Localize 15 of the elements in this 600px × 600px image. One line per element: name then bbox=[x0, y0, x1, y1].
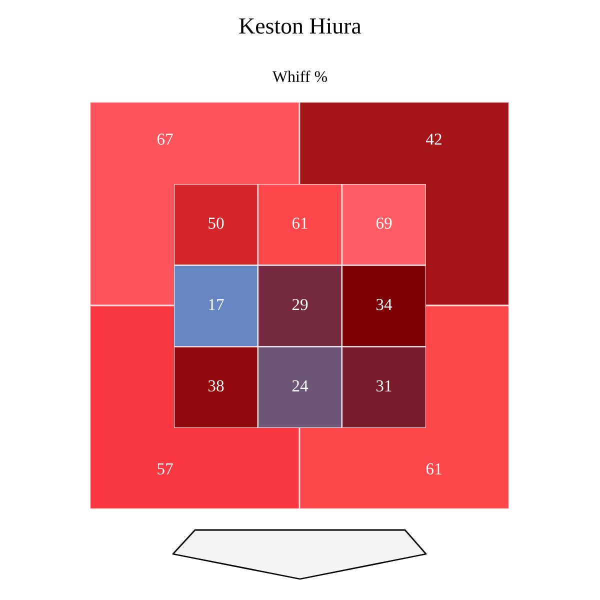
data-label: 29 bbox=[292, 298, 308, 310]
data-label: 57 bbox=[158, 463, 173, 475]
data-label: 50 bbox=[208, 218, 224, 229]
data-label: 61 bbox=[426, 463, 442, 475]
chart-subtitle: Whiff % bbox=[272, 70, 328, 82]
data-label: 17 bbox=[209, 299, 224, 310]
data-label: 67 bbox=[157, 134, 173, 145]
data-label: 69 bbox=[376, 218, 392, 229]
data-label: 38 bbox=[208, 380, 224, 392]
data-label: 61 bbox=[292, 218, 308, 229]
data-label: 42 bbox=[426, 134, 442, 145]
chart-title: Keston Hiura bbox=[239, 18, 362, 34]
data-label: 24 bbox=[292, 380, 308, 392]
data-label: 34 bbox=[376, 298, 392, 310]
data-label: 31 bbox=[376, 380, 392, 392]
